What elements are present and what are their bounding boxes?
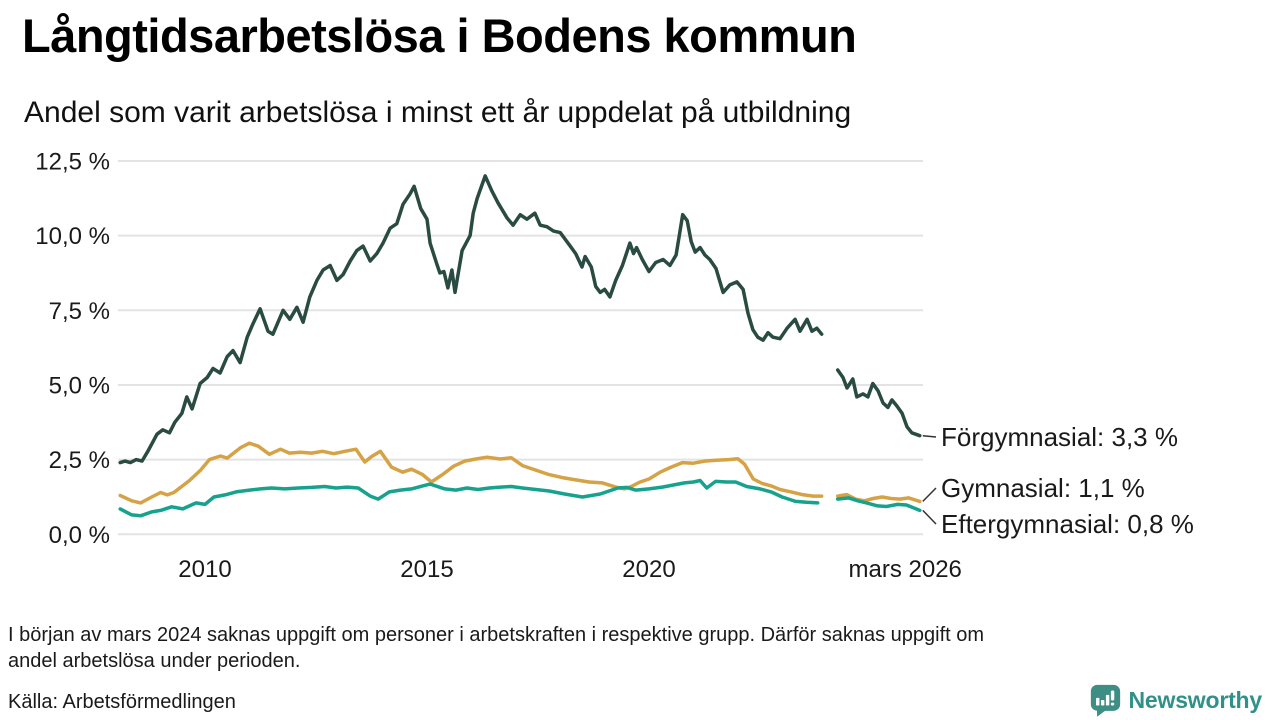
leader-line <box>922 487 937 502</box>
y-axis-labels: 0,0 % 2,5 % 5,0 % 7,5 % 10,0 % 12,5 % <box>35 149 110 549</box>
leader-line <box>922 434 937 438</box>
x-tick-label: 2015 <box>400 556 453 583</box>
series-line-förgymnasial <box>118 174 922 465</box>
series-line-gymnasial <box>118 441 922 505</box>
footnote-line: andel arbetslösa under perioden. <box>8 650 301 672</box>
y-tick-label: 10,0 % <box>35 223 110 250</box>
exclamation-dot <box>1110 702 1114 706</box>
bar-chart-glyph <box>1095 690 1114 706</box>
line-chart: 0,0 %2,5 %5,0 %7,5 %10,0 %12,5 % 2010 201… <box>35 149 1194 584</box>
newsworthy-logo-icon <box>1090 684 1120 717</box>
x-axis-labels: 2010 2015 2020 mars 2026 <box>178 556 962 583</box>
x-tick-label: mars 2026 <box>849 556 962 583</box>
leader-line <box>922 509 937 525</box>
series-end-label-eftergymnasial: Eftergymnasial: 0,8 % <box>941 509 1194 539</box>
footnote-line: I början av mars 2024 saknas uppgift om … <box>8 624 985 646</box>
y-tick-label: 12,5 % <box>35 149 110 176</box>
footnote: I början av mars 2024 saknas uppgift om … <box>8 622 1258 674</box>
series-group <box>118 174 922 518</box>
page-subtitle: Andel som varit arbetslösa i minst ett å… <box>24 96 852 129</box>
newsworthy-logo: Newsworthy <box>1090 684 1262 717</box>
source-note: Källa: Arbetsförmedlingen <box>8 691 236 713</box>
x-tick-label: 2020 <box>622 556 675 583</box>
y-tick-label: 2,5 % <box>49 447 110 474</box>
page-title: Långtidsarbetslösa i Bodens kommun <box>22 9 857 62</box>
speech-bubble-shape <box>1090 684 1120 717</box>
series-end-label-förgymnasial: Förgymnasial: 3,3 % <box>941 422 1178 452</box>
series-end-label-gymnasial: Gymnasial: 1,1 % <box>941 473 1145 503</box>
x-tick-label: 2010 <box>178 556 231 583</box>
series-end-labels: Förgymnasial: 3,3 % Gymnasial: 1,1 % Efter… <box>922 422 1194 539</box>
series-line-eftergymnasial <box>118 478 922 518</box>
gridlines-group <box>118 160 923 536</box>
y-tick-label: 7,5 % <box>49 298 110 325</box>
y-tick-label: 5,0 % <box>49 373 110 400</box>
exclamation-bar <box>1110 690 1114 701</box>
newsworthy-wordmark: Newsworthy <box>1128 687 1263 713</box>
y-tick-label: 0,0 % <box>49 522 110 549</box>
